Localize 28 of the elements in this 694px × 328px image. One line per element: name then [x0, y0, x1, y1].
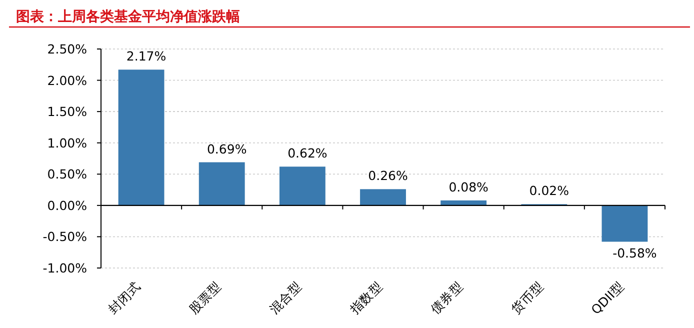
y-tick-label: -0.50% [42, 229, 88, 244]
data-label: 0.62% [288, 146, 328, 161]
data-label: -0.58% [612, 246, 657, 261]
y-tick-label: 2.50% [47, 42, 88, 56]
bar [440, 200, 487, 206]
y-tick-label: 0.00% [47, 198, 88, 213]
data-label: 0.08% [448, 179, 489, 194]
x-tick-label: 封闭式 [105, 278, 144, 317]
bar [360, 189, 406, 206]
x-tick-label: 债券型 [428, 278, 466, 317]
y-tick-label: 0.50% [47, 166, 88, 182]
chart-title: 图表：上周各类基金平均净值涨跌幅 [16, 9, 240, 25]
bar [198, 162, 245, 206]
y-tick-label: 1.50% [47, 104, 88, 120]
x-tick-label: 混合型 [266, 278, 305, 317]
bar [602, 205, 648, 242]
data-label: 0.26% [368, 168, 408, 184]
y-tick-label: 1.00% [47, 135, 88, 150]
bar [118, 70, 164, 206]
x-tick-label: 货币型 [508, 278, 546, 317]
x-tick-label: 指数型 [346, 278, 386, 318]
y-tick-label: 2.00% [47, 72, 88, 88]
data-label: 0.69% [207, 141, 247, 156]
y-tick-label: -1.00% [42, 260, 88, 276]
x-tick-label: 股票型 [186, 278, 224, 317]
bar [279, 166, 326, 206]
data-label: 0.02% [529, 183, 570, 198]
data-label: 2.17% [126, 48, 166, 64]
